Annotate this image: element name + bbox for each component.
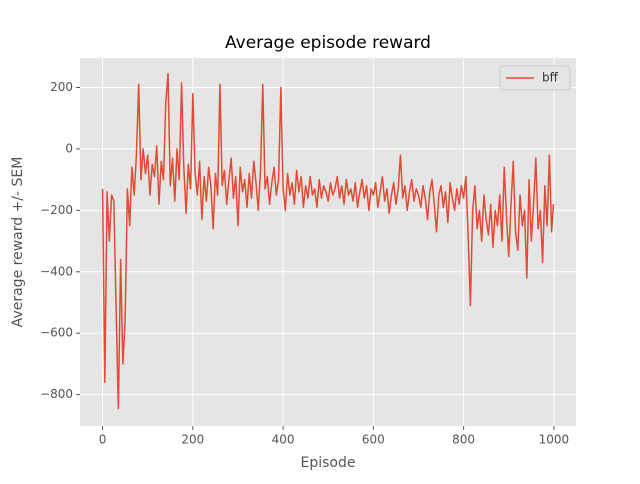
series-line [101, 72, 555, 410]
x-axis-label: Episode [301, 455, 356, 471]
x-tick-label: 200 [181, 433, 204, 447]
plot-area [80, 58, 576, 426]
y-tick-label: −800 [40, 387, 73, 401]
y-tick-label: −600 [40, 326, 73, 340]
chart-title: Average episode reward [225, 33, 431, 53]
y-tick-label: 200 [50, 80, 73, 94]
y-tick-label: 0 [65, 141, 73, 155]
y-tick-label: −400 [40, 264, 73, 278]
legend-box [499, 65, 571, 91]
x-tick-label: 0 [99, 433, 107, 447]
y-tick-label: −200 [40, 203, 73, 217]
x-tick-label: 1000 [539, 433, 570, 447]
x-tick-label: 600 [362, 433, 385, 447]
y-axis-label: Average reward +/- SEM [10, 157, 26, 328]
legend-label: bff [542, 71, 559, 85]
x-tick-label: 400 [272, 433, 295, 447]
x-tick-label: 800 [452, 433, 475, 447]
